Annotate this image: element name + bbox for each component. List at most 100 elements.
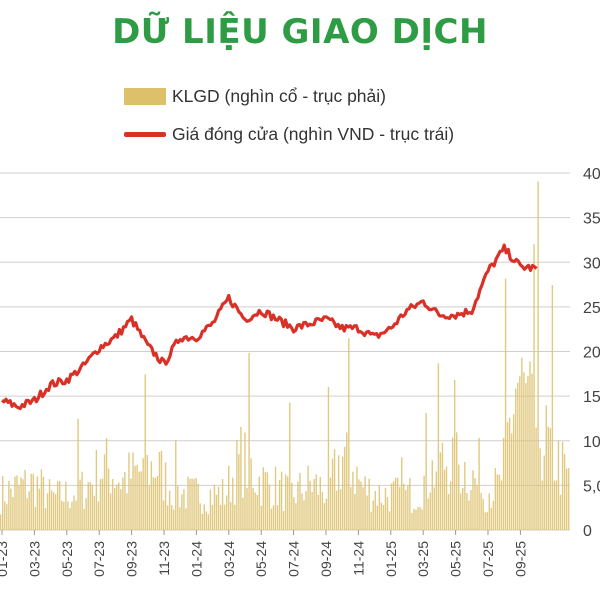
volume-bar	[124, 471, 126, 530]
volume-bar	[458, 464, 460, 530]
volume-bar	[429, 492, 431, 530]
x-tick-label: 01-25	[383, 541, 399, 577]
volume-bar	[490, 507, 493, 530]
volume-bar	[543, 455, 545, 530]
volume-bar	[523, 372, 525, 530]
volume-bar	[71, 501, 73, 530]
volume-bar	[118, 482, 120, 530]
volume-bar	[392, 481, 395, 530]
x-tick-label: 09-24	[318, 541, 334, 577]
volume-bar	[142, 458, 144, 530]
x-tick-label: 11-24	[350, 541, 366, 576]
volume-bar	[356, 466, 358, 530]
volume-bar	[311, 491, 313, 530]
volume-bar	[54, 494, 57, 530]
volume-bar	[551, 285, 554, 530]
volume-bar	[299, 473, 301, 530]
x-tick-label: 03-24	[221, 541, 237, 577]
volume-bar	[209, 489, 212, 530]
volume-bar	[187, 476, 189, 530]
volume-bar	[555, 480, 558, 530]
volume-bar	[246, 487, 248, 530]
volume-bar	[36, 476, 39, 530]
volume-bar	[244, 432, 246, 530]
volume-bar	[150, 461, 153, 530]
volume-bar	[496, 474, 499, 530]
volume-bar	[195, 477, 197, 530]
volume-bar	[30, 473, 32, 530]
volume-bar	[103, 454, 106, 530]
price-line-group	[1, 243, 538, 411]
volume-bar	[468, 500, 470, 530]
x-tick-label: 07-25	[480, 541, 496, 577]
volume-bar	[270, 508, 273, 530]
volume-bar	[492, 500, 495, 530]
volume-bar	[321, 492, 324, 530]
volume-bar	[234, 504, 236, 530]
volume-bar	[254, 492, 256, 530]
volume-bar	[282, 510, 285, 530]
volume-bar	[502, 437, 505, 530]
volume-bar	[132, 452, 134, 530]
volume-bar	[236, 440, 238, 530]
volume-bar	[504, 278, 507, 530]
volume-bar	[107, 468, 110, 530]
volume-bar	[358, 479, 360, 530]
volume-bar	[207, 514, 210, 530]
volume-bar	[138, 471, 140, 530]
volume-bar	[323, 503, 326, 530]
volume-bar	[305, 491, 307, 530]
legend-swatch-volume	[124, 88, 166, 105]
volume-bar	[484, 512, 486, 530]
volume-bar	[221, 478, 224, 530]
volume-bar	[541, 480, 543, 530]
volume-bar	[325, 498, 328, 530]
volume-bar	[48, 479, 51, 530]
volume-bar	[342, 456, 344, 530]
volume-bar	[295, 503, 297, 530]
x-tick-label: 01-24	[188, 541, 204, 577]
volume-bar	[285, 474, 287, 530]
volume-bar	[205, 511, 208, 530]
volume-bar	[65, 481, 67, 530]
volume-bar	[319, 476, 322, 530]
volume-bar	[264, 472, 267, 530]
volume-bar	[350, 487, 352, 530]
volume-bar	[291, 482, 293, 530]
volume-bar	[232, 477, 234, 530]
volume-bar	[301, 493, 303, 530]
y-tick-label: 30	[583, 255, 600, 272]
volume-bar	[146, 454, 148, 530]
volume-bar	[73, 495, 75, 530]
y-axis-ticks: 40 35 30 25 20 15 10 5,0 0	[583, 166, 600, 540]
volume-bar	[427, 498, 429, 530]
volume-bar	[297, 481, 299, 530]
volume-bar	[425, 413, 427, 530]
volume-bar	[390, 483, 393, 530]
volume-bar	[335, 490, 338, 530]
volume-bar	[85, 498, 87, 530]
volume-bar	[533, 244, 535, 530]
y-tick-label: 25	[583, 300, 600, 317]
y-tick-label: 0	[583, 523, 592, 540]
volume-bar	[228, 465, 230, 530]
volume-bar	[313, 478, 315, 530]
volume-bar	[331, 458, 334, 530]
x-tick-label: 03-23	[26, 541, 42, 577]
volume-bar	[63, 501, 65, 530]
x-tick-label: 01-23	[0, 541, 10, 577]
volume-bar	[57, 481, 59, 530]
volume-bar	[453, 379, 456, 530]
volume-bar	[191, 478, 193, 530]
volume-bar	[486, 512, 488, 530]
volume-bar	[20, 477, 22, 530]
volume-bar	[171, 505, 173, 530]
y-tick-label: 15	[583, 389, 600, 406]
volume-bar	[433, 487, 436, 530]
volume-bar	[18, 484, 20, 530]
x-axis-ticks: 01-23 03-23 05-23 07-23 09-23 11-23 01-24 03-24…	[0, 530, 528, 577]
x-tick-label: 05-24	[253, 541, 269, 577]
volume-bar	[266, 472, 269, 530]
volume-bar	[91, 484, 94, 530]
